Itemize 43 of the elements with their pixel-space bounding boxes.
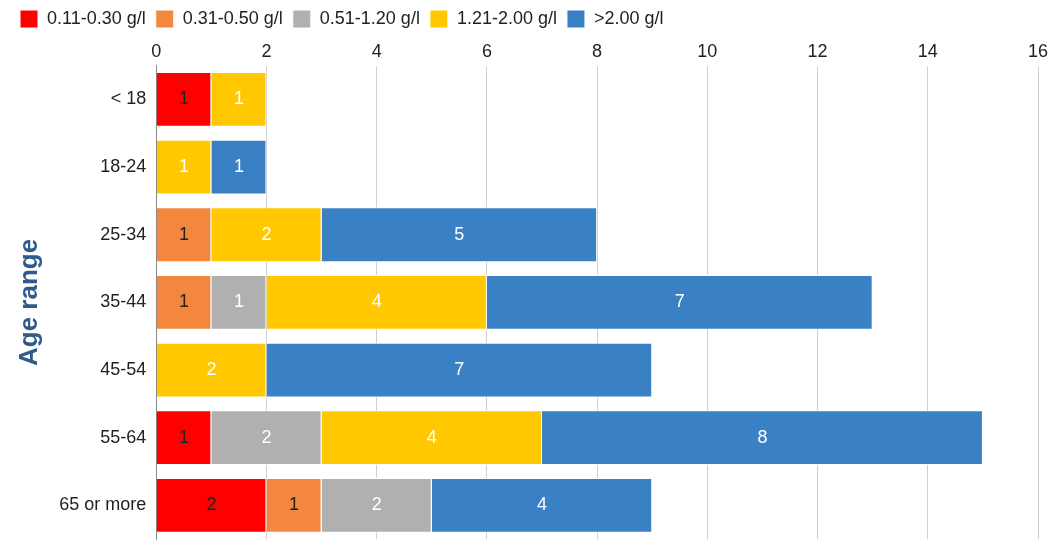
y-tick-label: 18-24	[100, 156, 147, 177]
data-label: 8	[757, 426, 768, 447]
data-label: 4	[537, 494, 548, 515]
x-tick-label: 2	[261, 40, 272, 61]
x-tick-label: 14	[917, 40, 938, 61]
data-label: 1	[179, 223, 190, 244]
y-tick-label: < 18	[110, 88, 147, 109]
data-label: 4	[371, 291, 382, 312]
y-tick-label: 35-44	[100, 291, 147, 312]
x-tick-label: 8	[592, 40, 603, 61]
x-tick-label: 16	[1027, 40, 1049, 61]
data-label: 2	[206, 359, 217, 380]
data-label: 2	[206, 494, 217, 515]
data-label: 5	[454, 223, 465, 244]
x-tick-label: 6	[481, 40, 492, 61]
legend-label: 0.31-0.50 g/l	[182, 7, 283, 28]
data-label: 2	[371, 494, 382, 515]
legend-label: 0.51-1.20 g/l	[319, 7, 420, 28]
data-label: 7	[674, 291, 685, 312]
data-label: 1	[179, 156, 190, 177]
y-tick-label: 25-34	[100, 223, 147, 244]
legend-label: >2.00 g/l	[593, 7, 664, 28]
y-tick-label: 45-54	[100, 359, 147, 380]
data-label: 1	[179, 88, 190, 109]
data-label: 4	[426, 426, 437, 447]
data-label: 2	[261, 223, 272, 244]
y-axis-title: Age range	[12, 238, 43, 366]
x-tick-label: 12	[807, 40, 828, 61]
data-label: 1	[179, 291, 190, 312]
legend-label: 1.21-2.00 g/l	[456, 7, 557, 28]
data-label: 1	[233, 88, 244, 109]
x-tick-label: 10	[697, 40, 718, 61]
data-label: 1	[289, 494, 300, 515]
x-tick-label: 4	[371, 40, 382, 61]
data-label: 1	[233, 156, 244, 177]
data-label: 2	[261, 426, 272, 447]
data-label: 1	[233, 291, 244, 312]
x-tick-label: 0	[151, 40, 162, 61]
y-tick-label: 55-64	[100, 426, 147, 447]
legend-label: 0.11-0.30 g/l	[47, 7, 146, 28]
y-tick-label: 65 or more	[59, 494, 147, 515]
data-label: 1	[179, 426, 190, 447]
data-label: 7	[454, 359, 465, 380]
